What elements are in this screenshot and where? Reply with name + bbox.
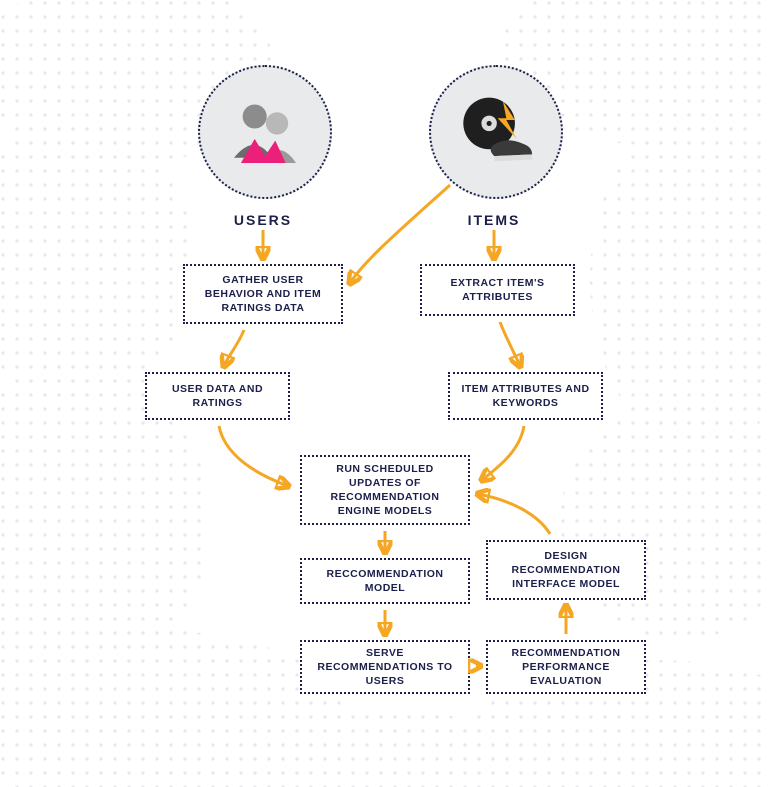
box-perf: RECOMMENDATION PERFORMANCE EVALUATION <box>486 640 646 694</box>
box-serve: SERVE RECOMMENDATIONS TO USERS <box>300 640 470 694</box>
edge-gather-to-userdata <box>224 330 244 366</box>
box-design: DESIGN RECOMMENDATION INTERFACE MODEL <box>486 540 646 600</box>
edge-userdata-to-run <box>219 426 288 486</box>
box-model: RECCOMMENDATION MODEL <box>300 558 470 604</box>
box-gather-label: GATHER USER BEHAVIOR AND ITEM RATINGS DA… <box>195 273 331 316</box>
people-icon <box>222 89 308 175</box>
box-run: RUN SCHEDULED UPDATES OF RECOMMENDATION … <box>300 455 470 525</box>
items-circle <box>429 65 563 199</box>
box-userdata-label: USER DATA AND RATINGS <box>157 382 278 410</box>
box-extract-label: EXTRACT ITEM'S ATTRIBUTES <box>432 276 563 304</box>
items-label: ITEMS <box>414 212 574 228</box>
box-gather: GATHER USER BEHAVIOR AND ITEM RATINGS DA… <box>183 264 343 324</box>
box-userdata: USER DATA AND RATINGS <box>145 372 290 420</box>
users-label: USERS <box>183 212 343 228</box>
box-itemattr-label: ITEM ATTRIBUTES AND KEYWORDS <box>460 382 591 410</box>
edge-extract-to-itemattr <box>500 322 520 366</box>
edge-design-to-run <box>478 494 550 534</box>
record-shoe-icon <box>453 89 539 175</box>
box-extract: EXTRACT ITEM'S ATTRIBUTES <box>420 264 575 316</box>
users-circle <box>198 65 332 199</box>
box-perf-label: RECOMMENDATION PERFORMANCE EVALUATION <box>498 646 634 689</box>
edge-itemattr-to-run <box>482 426 524 480</box>
box-design-label: DESIGN RECOMMENDATION INTERFACE MODEL <box>498 549 634 592</box>
box-serve-label: SERVE RECOMMENDATIONS TO USERS <box>312 646 458 689</box>
diagram-stage: { "type": "flowchart", "canvas": {"width… <box>0 0 770 787</box>
box-itemattr: ITEM ATTRIBUTES AND KEYWORDS <box>448 372 603 420</box>
box-run-label: RUN SCHEDULED UPDATES OF RECOMMENDATION … <box>312 462 458 519</box>
box-model-label: RECCOMMENDATION MODEL <box>312 567 458 595</box>
